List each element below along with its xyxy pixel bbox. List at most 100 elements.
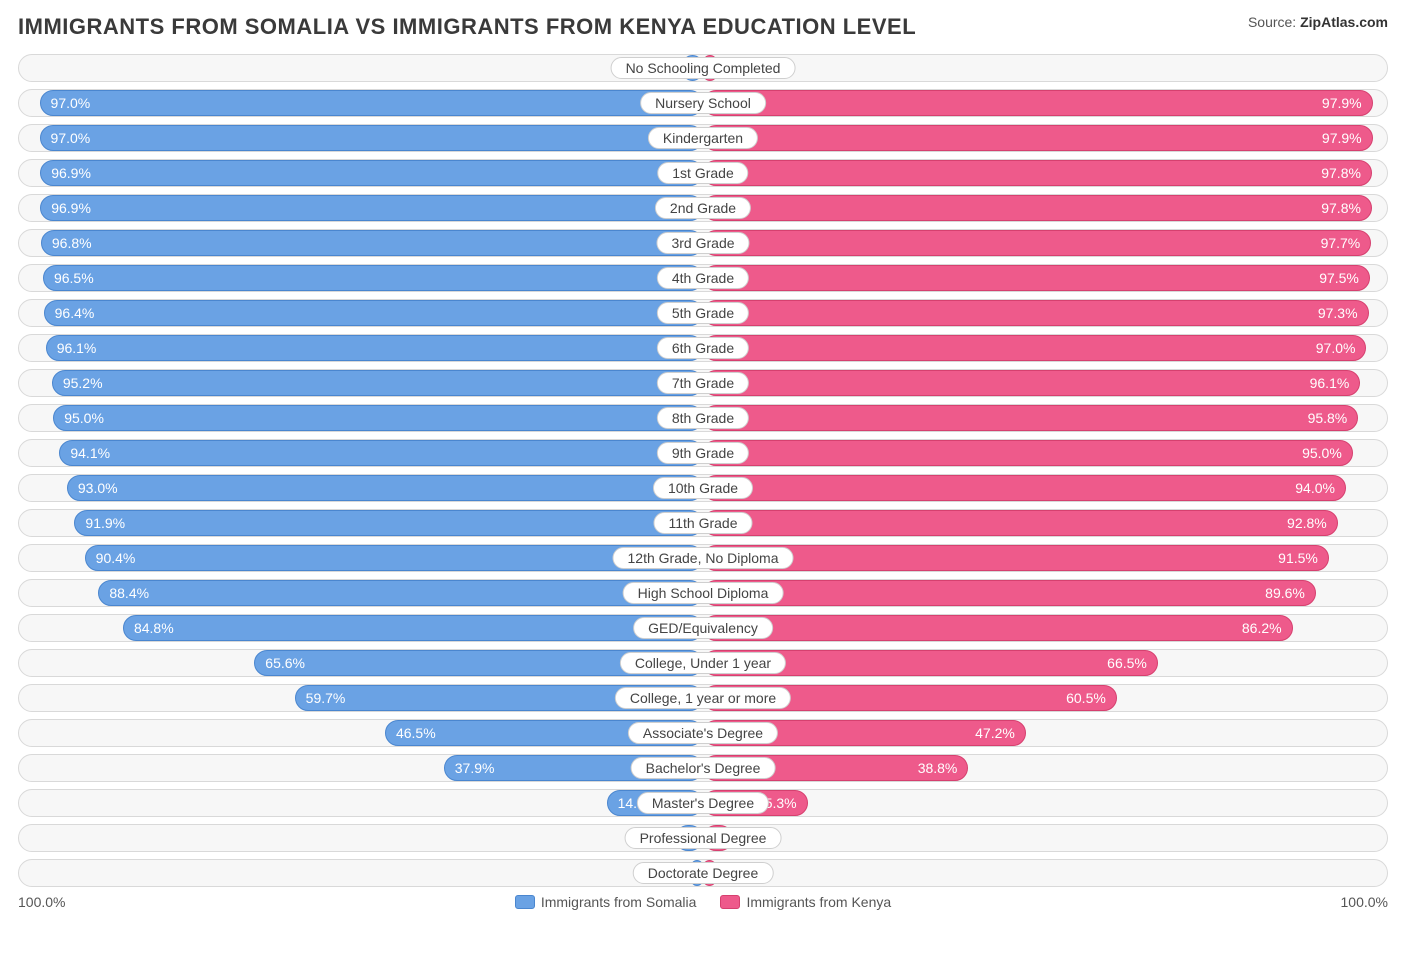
category-label: 6th Grade [657,337,749,359]
legend-axis-row: 100.0% Immigrants from Somalia Immigrant… [18,894,1388,910]
axis-max-right: 100.0% [1341,894,1388,910]
bar-value-right: 97.9% [1322,95,1362,111]
bar-value-right: 97.5% [1319,270,1359,286]
bar-value-right: 97.8% [1321,200,1361,216]
legend-label-somalia: Immigrants from Somalia [541,894,697,910]
category-label: 5th Grade [657,302,749,324]
source-attribution: Source: ZipAtlas.com [1248,14,1388,30]
bar-row: 96.9% 97.8% 1st Grade [18,159,1388,187]
source-name: ZipAtlas.com [1300,14,1388,30]
bar-value-left: 65.6% [265,655,305,671]
bar-row: 96.4% 97.3%5th Grade [18,299,1388,327]
bar-left: 91.9% [74,510,703,536]
bar-value-left: 97.0% [51,130,91,146]
bar-value-right: 94.0% [1295,480,1335,496]
bar-row: 4.1%4.4%Professional Degree [18,824,1388,852]
category-label: 3rd Grade [656,232,749,254]
category-label: High School Diploma [623,582,784,604]
bar-right: 95.0% [703,440,1353,466]
bar-value-right: 47.2% [975,725,1015,741]
category-label: 10th Grade [653,477,753,499]
bar-value-right: 96.1% [1310,375,1350,391]
bar-row: 37.9%38.8%Bachelor's Degree [18,754,1388,782]
bar-row: 96.9% 97.8% 2nd Grade [18,194,1388,222]
bar-value-right: 91.5% [1278,550,1318,566]
bar-left: 95.2% [52,370,703,396]
category-label: GED/Equivalency [633,617,773,639]
bar-value-right: 95.0% [1302,445,1342,461]
bar-value-left: 96.8% [52,235,92,251]
bar-right: 91.5% [703,545,1329,571]
bar-rows: 3.0%2.1%No Schooling Completed 97.0% 97.9%… [18,54,1388,887]
bar-row: 95.2% 96.1% 7th Grade [18,369,1388,397]
source-prefix: Source: [1248,14,1300,30]
bar-right: 89.6% [703,580,1316,606]
bar-right: 95.8% [703,405,1358,431]
bar-value-left: 96.4% [55,305,95,321]
bar-left: 90.4% [85,545,703,571]
category-label: 12th Grade, No Diploma [613,547,794,569]
chart-title: IMMIGRANTS FROM SOMALIA VS IMMIGRANTS FR… [18,14,916,40]
bar-row: 88.4% 89.6% High School Diploma [18,579,1388,607]
category-label: Associate's Degree [628,722,778,744]
bar-row: 14.1%15.3%Master's Degree [18,789,1388,817]
category-label: 9th Grade [657,442,749,464]
bar-left: 96.8% [41,230,703,256]
bar-left: 96.4% [44,300,703,326]
bar-left: 96.5% [43,265,703,291]
bar-value-left: 37.9% [455,760,495,776]
category-label: Nursery School [640,92,766,114]
category-label: College, Under 1 year [620,652,786,674]
category-label: 11th Grade [653,512,752,534]
bar-value-left: 97.0% [51,95,91,111]
bar-value-left: 96.9% [51,165,91,181]
bar-value-right: 89.6% [1265,585,1305,601]
bar-right: 97.9% [703,90,1373,116]
bar-left: 96.9% [40,160,703,186]
bar-value-right: 38.8% [918,760,958,776]
bar-value-left: 88.4% [109,585,149,601]
category-label: 1st Grade [657,162,748,184]
chart-header: IMMIGRANTS FROM SOMALIA VS IMMIGRANTS FR… [18,14,1388,40]
category-label: Master's Degree [637,792,769,814]
category-label: College, 1 year or more [615,687,791,709]
bar-right: 97.0% [703,335,1366,361]
category-label: Kindergarten [648,127,758,149]
bar-value-left: 90.4% [96,550,136,566]
bar-row: 94.1% 95.0% 9th Grade [18,439,1388,467]
bar-left: 97.0% [40,125,703,151]
legend-center: Immigrants from Somalia Immigrants from … [65,894,1340,910]
bar-value-left: 95.2% [63,375,103,391]
category-label: 2nd Grade [655,197,751,219]
bar-value-right: 97.8% [1321,165,1361,181]
bar-value-right: 66.5% [1107,655,1147,671]
category-label: 4th Grade [657,267,749,289]
bar-right: 97.3% [703,300,1369,326]
bar-value-right: 95.8% [1308,410,1348,426]
bar-value-left: 91.9% [85,515,125,531]
category-label: 8th Grade [657,407,749,429]
bar-row: 59.7%60.5%College, 1 year or more [18,684,1388,712]
category-label: 7th Grade [657,372,749,394]
bar-row: 96.8%97.7%3rd Grade [18,229,1388,257]
bar-row: 97.0% 97.9% Kindergarten [18,124,1388,152]
legend-item-somalia: Immigrants from Somalia [515,894,697,910]
bar-left: 96.1% [46,335,703,361]
bar-value-left: 46.5% [396,725,436,741]
category-label: No Schooling Completed [611,57,796,79]
legend-swatch-kenya [720,895,740,909]
bar-value-right: 86.2% [1242,620,1282,636]
bar-value-left: 84.8% [134,620,174,636]
bar-value-right: 60.5% [1066,690,1106,706]
bar-left: 93.0% [67,475,703,501]
bar-value-right: 97.9% [1322,130,1362,146]
category-label: Doctorate Degree [633,862,774,884]
bar-row: 84.8% 86.2% GED/Equivalency [18,614,1388,642]
bar-row: 3.0%2.1%No Schooling Completed [18,54,1388,82]
bar-value-left: 93.0% [78,480,118,496]
legend-label-kenya: Immigrants from Kenya [746,894,891,910]
bar-row: 96.5% 97.5% 4th Grade [18,264,1388,292]
bar-value-left: 94.1% [70,445,110,461]
bar-row: 91.9%92.8%11th Grade [18,509,1388,537]
bar-left: 96.9% [40,195,703,221]
